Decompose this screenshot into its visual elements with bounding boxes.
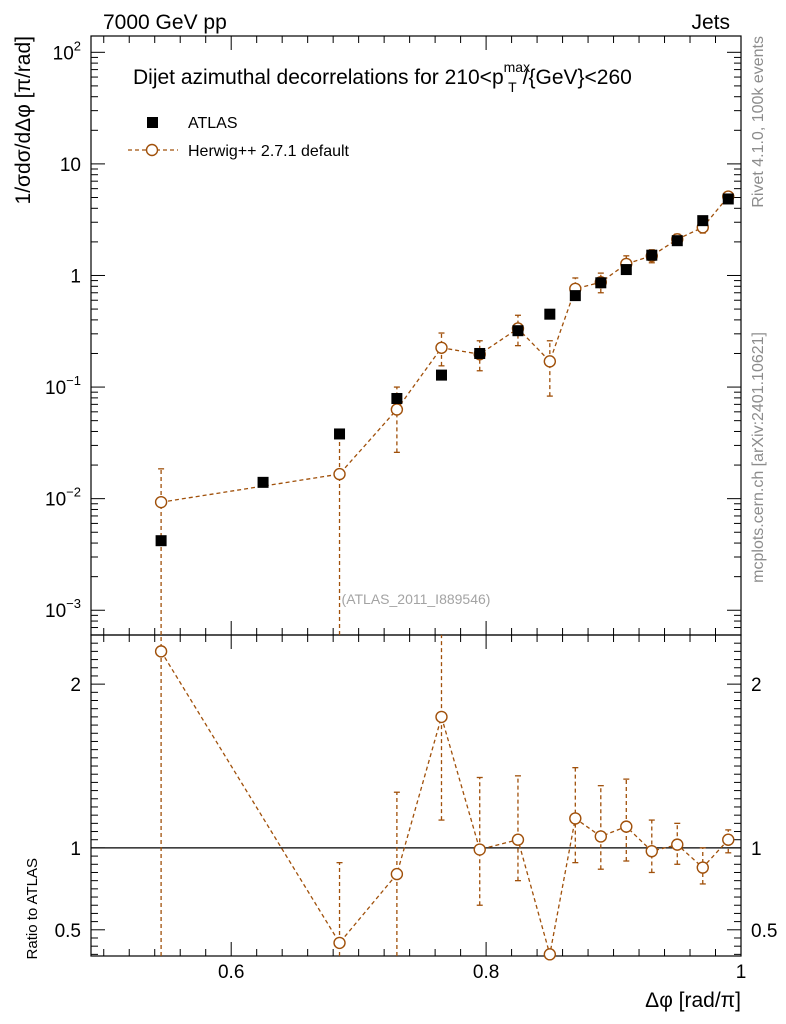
main-title-sup: max (504, 59, 530, 75)
atlas-point (722, 193, 734, 205)
atlas-point (646, 249, 658, 261)
header-right: Jets (691, 11, 730, 34)
ratio-point (671, 838, 684, 851)
atlas-point (512, 325, 524, 337)
ratio-y-tick-label-left: 2 (70, 675, 81, 696)
ratio-point (594, 830, 608, 843)
herwig-point (435, 341, 448, 354)
atlas-point (595, 277, 607, 289)
main-title-suffix: /{GeV}<260 (523, 66, 632, 89)
herwig-point (543, 355, 557, 368)
atlas-point (257, 476, 269, 488)
x-tick-label: 1 (736, 962, 747, 983)
ratio-point (435, 710, 448, 724)
y-tick-label: 10−3 (45, 596, 81, 622)
ratio-point (511, 833, 525, 846)
ratio-y-tick-label-left: 0.5 (55, 921, 81, 942)
ratio-point (620, 820, 633, 833)
herwig-point (333, 467, 346, 481)
y-tick-label: 102 (53, 38, 81, 64)
ratio-point (543, 948, 557, 961)
ratio-point (696, 861, 709, 874)
atlas-point (620, 264, 632, 276)
ratio-point (154, 645, 168, 658)
ratio-y-axis-label: Ratio to ATLAS (24, 858, 41, 959)
ratio-y-tick-label-right: 1 (751, 839, 762, 860)
ratio-point (473, 843, 486, 856)
herwig-point (390, 403, 404, 416)
y-tick-label: 10−1 (45, 373, 81, 399)
ratio-plot-layer: 0.6 0.8 10.5 0.51 12 2 (55, 634, 777, 983)
ratio-plot-frame (90, 634, 742, 957)
main-y-axis-label: 1/σdσ/dΔφ [π/rad] (12, 36, 35, 204)
legend: ATLAS Herwig++ 2.7.1 default (128, 115, 350, 160)
legend-herwig-marker (145, 143, 159, 157)
ratio-y-tick-label-right: 0.5 (751, 921, 777, 942)
mcplots-label: mcplots.cern.ch [arXiv:2401.10621] (750, 332, 767, 583)
atlas-point (155, 535, 167, 547)
ratio-point (390, 867, 404, 881)
ratio-y-tick-label-left: 1 (70, 839, 81, 860)
main-plot-layer: 10−3 10−2 10−1 1 10 102 (45, 36, 742, 636)
x-axis-label: Δφ [rad/π] (645, 989, 741, 1012)
legend-atlas-marker (147, 117, 158, 128)
analysis-watermark: (ATLAS_2011_I889546) (342, 591, 491, 607)
header-left: 7000 GeV pp (103, 11, 227, 34)
y-tick-label: 10 (60, 155, 81, 176)
y-tick-label: 1 (70, 266, 81, 287)
ratio-y-tick-label-right: 2 (751, 675, 762, 696)
legend-atlas-label: ATLAS (188, 115, 238, 132)
atlas-point (697, 215, 709, 227)
legend-herwig-label: Herwig++ 2.7.1 default (188, 143, 350, 160)
main-title-sub: T (508, 79, 517, 95)
y-tick-label: 10−2 (45, 485, 81, 511)
atlas-point (391, 392, 403, 404)
atlas-point (334, 428, 346, 440)
atlas-point (544, 308, 556, 320)
main-title-prefix: Dijet azimuthal decorrelations for 210<p (133, 66, 504, 89)
atlas-point (474, 347, 486, 359)
ratio-line (160, 651, 729, 955)
herwig-point (154, 495, 168, 509)
atlas-point (569, 290, 581, 302)
ratio-point (569, 812, 582, 825)
ratio-point (333, 936, 346, 950)
x-tick-label: 0.8 (473, 962, 499, 983)
ratio-point (722, 833, 735, 846)
main-title: Dijet azimuthal decorrelations for 210<p… (133, 59, 632, 95)
ratio-point (645, 844, 658, 858)
atlas-point (435, 369, 447, 381)
atlas-point (671, 235, 683, 247)
x-tick-label: 0.6 (218, 962, 244, 983)
rivet-label: Rivet 4.1.0, 100k events (750, 36, 767, 208)
